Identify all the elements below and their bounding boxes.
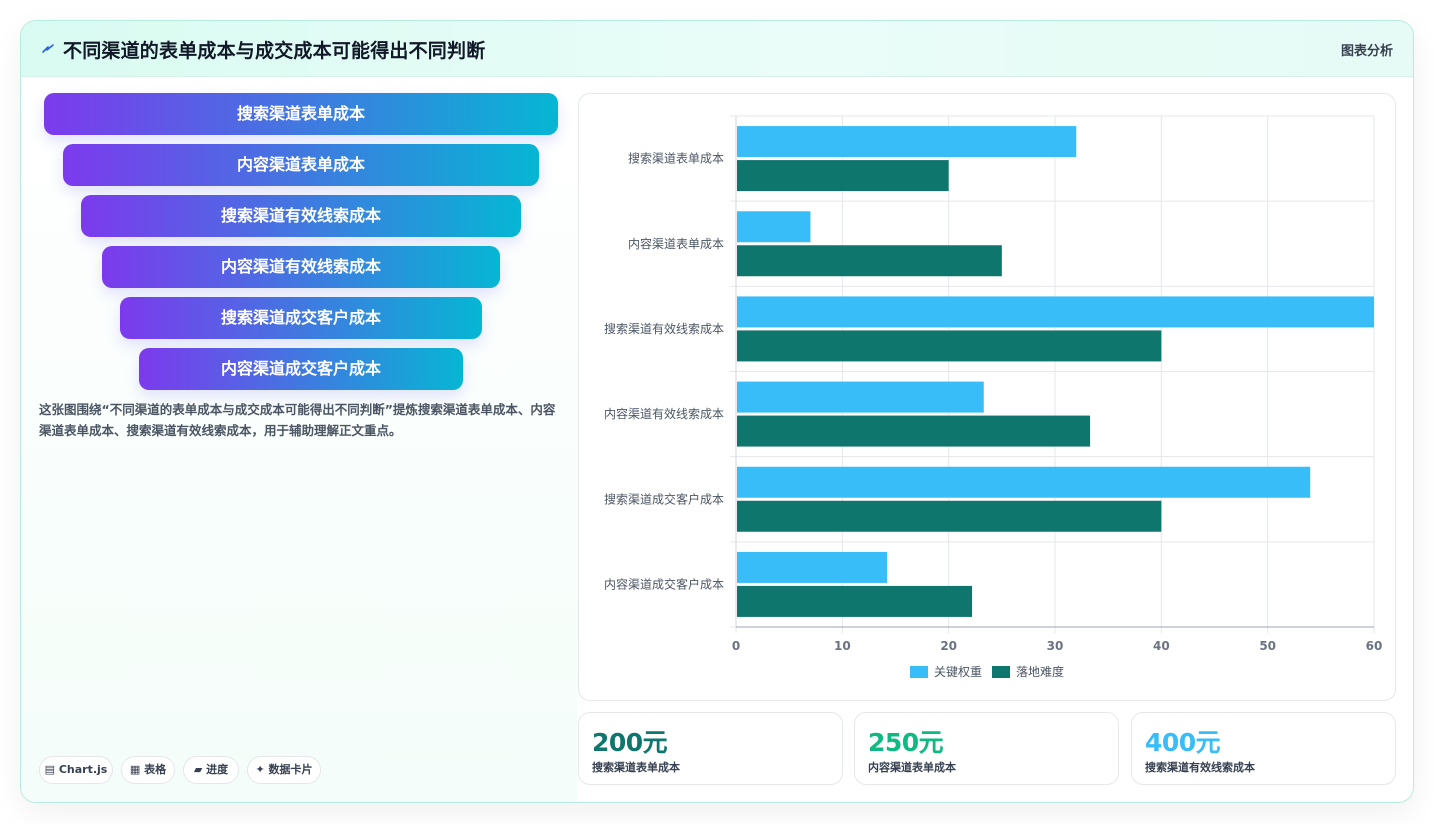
kpi-value: 200元 [592,728,668,757]
y-tick-label: 内容渠道表单成本 [628,236,724,251]
kpi-value: 400元 [1145,728,1221,757]
chart-panel: 0 10 20 30 40 50 60 搜索渠道表单成本 内容渠道表单成本搜索渠道有效线索成本内… [578,93,1396,701]
description-text: 这张图围绕“不同渠道的表单成本与成交成本可能得出不同判断”提炼搜索渠道表单成本、… [39,402,556,438]
bar-chart: 0 10 20 30 40 50 60 搜索渠道表单成本内容渠道表单成本搜索渠道有效线索成本内… [604,115,1383,679]
y-tick-label: 内容渠道有效线索成本 [604,406,724,421]
kpi-label: 内容渠道表单成本 [868,761,956,774]
y-tick-label: 搜索渠道表单成本 [628,151,724,166]
funnel-bar-content-lead: 内容渠道有效线索成本 [102,246,500,288]
y-tick-label: 搜索渠道有效线索成本 [604,321,724,336]
bar-key-weight [737,296,1374,328]
x-tick-label: 30 [1047,639,1064,653]
pill-data-card[interactable]: ✦ 数据卡片 [247,756,321,784]
x-tick-label: 0 [732,639,740,653]
x-tick-label: 10 [834,639,851,653]
pill-progress[interactable]: ▰ 进度 [183,756,239,784]
bar-difficulty [737,500,1162,532]
y-tick-label: 搜索渠道成交客户成本 [604,491,724,506]
bar-key-weight [737,381,984,413]
funnel-bar-search-deal: 搜索渠道成交客户成本 [120,297,482,339]
legend-swatch [910,666,928,678]
kpi-label: 搜索渠道有效线索成本 [1145,761,1255,774]
kpi-value: 250元 [868,728,944,757]
bar-key-weight [737,126,1077,158]
bar-difficulty [737,245,1002,277]
x-tick-label: 50 [1259,639,1276,653]
kpi-label: 搜索渠道表单成本 [592,761,680,774]
pill-table[interactable]: ▦ 表格 [121,756,175,784]
funnel-bar-content-form: 内容渠道表单成本 [63,144,539,186]
x-tick-label: 20 [940,639,957,653]
bar-difficulty [737,415,1091,447]
legend-label: 落地难度 [1016,664,1064,679]
y-tick-label: 内容渠道成交客户成本 [604,576,724,591]
bar-difficulty [737,160,949,192]
kpi-card-content-form: 250元 内容渠道表单成本 [854,712,1119,785]
kpi-card-search-form: 200元 搜索渠道表单成本 [578,712,843,785]
dashboard-card: 不同渠道的表单成本与成交成本可能得出不同判断 图表分析 搜索渠道表单成本 内容渠… [20,20,1414,803]
header: 不同渠道的表单成本与成交成本可能得出不同判断 图表分析 [21,21,1413,77]
legend-swatch [992,666,1010,678]
kpi-card-search-lead: 400元 搜索渠道有效线索成本 [1131,712,1396,785]
lightning-icon [42,44,54,53]
x-tick-label: 60 [1366,639,1383,653]
funnel-bar-search-lead: 搜索渠道有效线索成本 [81,195,521,237]
header-tag: 图表分析 [1340,44,1393,59]
left-pane: 搜索渠道表单成本 内容渠道表单成本 搜索渠道有效线索成本 内容渠道有效线索成本 … [21,77,577,802]
funnel-bar-search-form: 搜索渠道表单成本 [44,93,558,135]
bar-key-weight [737,466,1311,498]
page-title: 不同渠道的表单成本与成交成本可能得出不同判断 [63,40,486,62]
x-tick-label: 40 [1153,639,1170,653]
pill-chartjs[interactable]: ▤ Chart.js [39,756,113,784]
funnel-bar-content-deal: 内容渠道成交客户成本 [139,348,463,390]
bar-key-weight [737,211,811,243]
bar-key-weight [737,551,887,583]
legend-label: 关键权重 [934,665,982,679]
bar-difficulty [737,585,973,617]
bar-difficulty [737,330,1162,362]
